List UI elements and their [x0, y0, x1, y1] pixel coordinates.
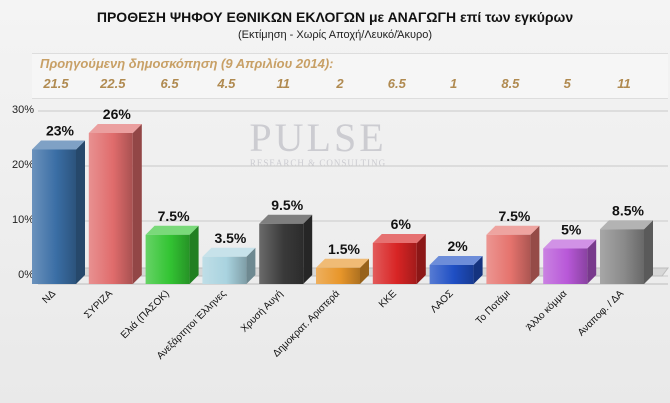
previous-poll-value: 11	[276, 76, 290, 91]
bar-value-label: 7.5%	[158, 208, 190, 224]
bar-side	[530, 225, 540, 284]
bar-value-label: 8.5%	[612, 202, 644, 218]
previous-poll-value: 2	[336, 76, 344, 91]
bar-side	[644, 220, 653, 284]
previous-poll-value: 6.5	[160, 76, 179, 91]
bar	[202, 256, 247, 284]
previous-poll-value: 1	[449, 76, 458, 91]
bar-top	[145, 225, 199, 235]
bar-side	[416, 234, 426, 284]
previous-poll-value: 8.5	[501, 76, 520, 91]
bar-value-label: 26%	[103, 106, 132, 122]
bar-top	[429, 256, 483, 265]
bar-top	[543, 239, 597, 249]
bar-top	[486, 225, 540, 235]
bar-side	[473, 256, 483, 284]
bar-top	[600, 220, 653, 230]
bar-top	[372, 234, 426, 243]
watermark-sub: RESEARCH & CONSULTING	[249, 158, 387, 168]
category-label: Αναποφ. / ΔΑ	[576, 288, 626, 338]
y-tick-label: 20%	[11, 159, 34, 171]
bar	[32, 149, 76, 284]
bar	[88, 133, 133, 284]
previous-poll-band	[32, 53, 668, 99]
bar-side	[76, 140, 85, 284]
bar-value-label: 7.5%	[498, 208, 530, 224]
pulse-watermark: PULSE RESEARCH & CONSULTING	[238, 115, 398, 169]
bar-side	[303, 214, 313, 284]
category-label: Άλλο κόμμα	[524, 287, 570, 333]
previous-poll-value: 11	[617, 76, 631, 91]
chart-title: ΠΡΟΘΕΣΗ ΨΗΦΟΥ ΕΘΝΙΚΩΝ ΕΚΛΟΓΩΝ με ΑΝΑΓΩΓΗ…	[96, 9, 574, 25]
previous-poll-value: 21.5	[43, 76, 69, 91]
previous-poll-value: 22.5	[100, 76, 126, 91]
bar	[600, 229, 644, 284]
bar-top	[316, 258, 369, 268]
y-tick-label: 30%	[11, 104, 34, 116]
previous-poll-value: 5	[563, 76, 571, 91]
category-label: ΝΔ	[41, 288, 59, 306]
bar-value-label: 2%	[447, 238, 468, 254]
bar-side	[246, 247, 256, 284]
bar-side	[360, 258, 369, 284]
bar	[145, 234, 190, 284]
bar	[543, 248, 588, 284]
category-label: ΛΑΟΣ	[429, 288, 456, 315]
watermark-main: PULSE	[249, 115, 387, 160]
bar-top	[202, 247, 256, 257]
category-label: ΣΥΡΙΖΑ	[82, 288, 115, 321]
y-tick-label: 10%	[11, 214, 34, 226]
bar-side	[189, 225, 199, 284]
bar	[259, 223, 304, 284]
bar-value-label: 5%	[561, 222, 582, 238]
bar-value-label: 6%	[391, 216, 412, 232]
y-tick-label: 0%	[18, 269, 34, 281]
bar-top	[259, 214, 313, 224]
category-label: Χρυσή Αυγή	[238, 288, 285, 335]
category-label: ΚΚΕ	[377, 288, 399, 310]
category-label: Ελιά (ΠΑΣΟΚ)	[118, 288, 171, 341]
bar-top	[88, 124, 142, 133]
category-label: Το Ποτάμι	[473, 288, 512, 327]
previous-poll-value: 6.5	[387, 76, 406, 91]
chart-subtitle: (Εκτίμηση - Χωρίς Αποχή/Λευκό/Άκυρο)	[237, 29, 433, 41]
bar-value-label: 3.5%	[214, 230, 246, 246]
bar	[486, 234, 531, 284]
bar-side	[587, 239, 597, 284]
bar	[372, 243, 417, 284]
bar-value-label: 9.5%	[271, 197, 303, 213]
previous-poll-value: 4.5	[217, 76, 236, 91]
bar-value-label: 23%	[46, 123, 75, 139]
bar-side	[132, 124, 142, 284]
bar-top	[32, 140, 85, 150]
bar	[429, 265, 474, 284]
bar	[316, 267, 360, 284]
previous-poll-label: Προηγούμενη δημοσκόπηση (9 Απριλίου 2014…	[40, 56, 334, 71]
bar-value-label: 1.5%	[328, 241, 360, 257]
